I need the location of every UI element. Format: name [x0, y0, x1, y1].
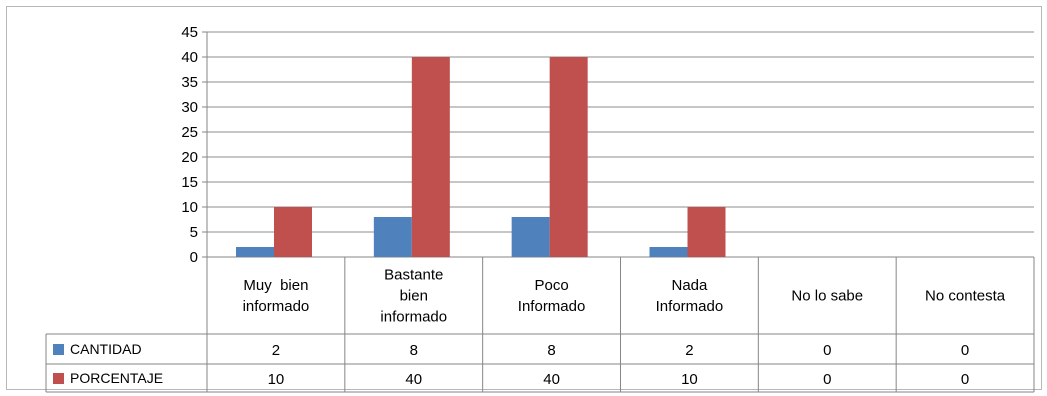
bar-porcentaje-1 [411, 57, 450, 257]
bar-cantidad-2 [511, 217, 550, 257]
y-tick-label: 45 [181, 24, 198, 41]
data-cell-cantidad: 2 [685, 342, 693, 359]
category-label-line: Poco [534, 277, 568, 294]
category-label-line: Nada [671, 277, 708, 294]
category-label-line: informado [380, 309, 447, 326]
category-label-line: Bastante [384, 267, 443, 284]
legend-key-porcentaje [53, 373, 64, 384]
y-tick-label: 25 [181, 124, 198, 141]
data-cell-porcentaje: 10 [268, 371, 285, 388]
category-label-line: No lo sabe [791, 288, 863, 305]
category-label: Nada Informado [656, 277, 724, 315]
category-label-line: Informado [656, 298, 724, 315]
y-tick-label: 20 [181, 149, 198, 166]
y-tick-label: 10 [181, 199, 198, 216]
category-label-line: Informado [518, 298, 586, 315]
y-tick-label: 5 [190, 224, 198, 241]
category-label-line: bien [400, 288, 428, 305]
y-tick-label: 0 [190, 249, 198, 266]
data-cell-porcentaje: 40 [405, 371, 422, 388]
category-label-line: No contesta [925, 288, 1006, 305]
category-label: No lo sabe [791, 288, 863, 305]
bar-cantidad-1 [373, 217, 412, 257]
data-cell-porcentaje: 0 [823, 371, 831, 388]
bar-porcentaje-2 [549, 57, 588, 257]
bar-porcentaje-0 [274, 207, 312, 257]
data-cell-cantidad: 2 [272, 342, 280, 359]
chart-frame [6, 6, 1042, 390]
data-cell-cantidad: 0 [961, 342, 969, 359]
y-tick-label: 15 [181, 174, 198, 191]
y-tick-label: 40 [181, 49, 198, 66]
legend-label-cantidad: CANTIDAD [70, 341, 142, 357]
data-cell-porcentaje: 10 [681, 371, 698, 388]
category-label: Poco Informado [518, 277, 586, 315]
data-cell-porcentaje: 0 [961, 371, 969, 388]
category-label-line: Muy bien [243, 277, 308, 294]
bar-cantidad-0 [236, 247, 274, 257]
legend-label-porcentaje: PORCENTAJE [70, 370, 163, 386]
data-cell-cantidad: 8 [410, 342, 418, 359]
y-tick-label: 30 [181, 99, 198, 116]
bar-porcentaje-3 [687, 207, 726, 257]
category-label: No contesta [925, 288, 1006, 305]
category-label-line: informado [243, 298, 310, 315]
category-label: Bastante bien informado [380, 267, 447, 326]
data-cell-cantidad: 0 [823, 342, 831, 359]
category-label: Muy bien informado [243, 277, 310, 315]
data-cell-cantidad: 8 [547, 342, 555, 359]
legend-key-cantidad [53, 344, 64, 355]
bar-cantidad-3 [649, 247, 688, 257]
data-cell-porcentaje: 40 [543, 371, 560, 388]
y-tick-label: 35 [181, 74, 198, 91]
